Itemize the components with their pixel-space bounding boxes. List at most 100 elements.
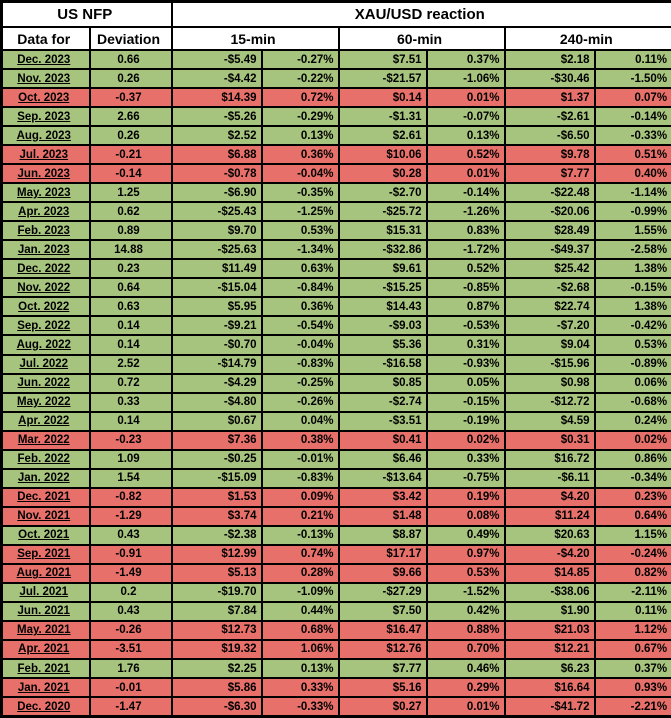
- month-link[interactable]: Oct. 2023: [0, 87, 91, 109]
- dollar-change-240min: -$12.72: [503, 391, 596, 413]
- percent-change-240min: -0.33%: [593, 125, 671, 147]
- percent-change-240min: -0.89%: [593, 353, 671, 375]
- percent-change-240min: 0.67%: [593, 638, 671, 661]
- month-link[interactable]: Jul. 2022: [0, 353, 91, 375]
- dollar-change-240min: -$41.72: [503, 696, 596, 718]
- dollar-change-60min: $17.17: [337, 543, 428, 565]
- dollar-change-240min: $12.21: [503, 638, 596, 661]
- deviation-value: 0.66: [88, 48, 173, 71]
- dollar-change-60min: $10.06: [337, 144, 428, 166]
- dollar-change-15min: -$0.70: [170, 334, 263, 356]
- dollar-change-15min: -$14.79: [170, 353, 263, 375]
- dollar-change-15min: -$15.09: [170, 467, 263, 489]
- month-link[interactable]: Feb. 2021: [0, 657, 91, 680]
- month-link[interactable]: Aug. 2023: [0, 125, 91, 147]
- percent-change-240min: 0.24%: [593, 410, 671, 432]
- table-row: Jul. 2022 2.52 -$14.79 -0.83% -$16.58 -0.93% -…: [0, 353, 671, 375]
- month-link[interactable]: Dec. 2021: [0, 486, 91, 508]
- dollar-change-15min: $14.39: [170, 87, 263, 109]
- table-row: Sep. 2022 0.14 -$9.21 -0.54% -$9.03 -0.53% -$7…: [0, 315, 671, 337]
- month-link[interactable]: Jan. 2023: [0, 239, 91, 261]
- percent-change-15min: -0.27%: [260, 48, 340, 71]
- month-link[interactable]: Feb. 2023: [0, 220, 91, 242]
- table-row: Oct. 2023 -0.37 $14.39 0.72% $0.14 0.01% $1.37…: [0, 87, 671, 109]
- dollar-change-240min: $4.20: [503, 486, 596, 508]
- dollar-change-240min: -$6.11: [503, 467, 596, 489]
- percent-change-15min: -0.04%: [260, 334, 340, 356]
- percent-change-60min: -1.26%: [425, 201, 506, 223]
- month-link[interactable]: Nov. 2023: [0, 68, 91, 90]
- table-row: Jun. 2023 -0.14 -$0.78 -0.04% $0.28 0.01% $7.7…: [0, 163, 671, 185]
- percent-change-60min: 0.70%: [425, 638, 506, 661]
- dollar-change-60min: -$13.64: [337, 467, 428, 489]
- percent-change-15min: -0.04%: [260, 163, 340, 185]
- month-link[interactable]: Aug. 2022: [0, 334, 91, 356]
- month-link[interactable]: May. 2022: [0, 391, 91, 413]
- table-row: May. 2023 1.25 -$6.90 -0.35% -$2.70 -0.14% -$2…: [0, 182, 671, 204]
- percent-change-15min: -0.22%: [260, 68, 340, 90]
- month-link[interactable]: Sep. 2023: [0, 106, 91, 128]
- month-link[interactable]: May. 2023: [0, 182, 91, 204]
- month-link[interactable]: Jun. 2023: [0, 163, 91, 185]
- percent-change-60min: 0.87%: [425, 296, 506, 318]
- month-link[interactable]: Apr. 2023: [0, 201, 91, 223]
- month-link[interactable]: Jun. 2022: [0, 372, 91, 394]
- month-link[interactable]: Jun. 2021: [0, 600, 91, 622]
- month-link[interactable]: Aug. 2021: [0, 562, 91, 584]
- data-for-header: Data for: [0, 26, 91, 51]
- percent-change-240min: -0.24%: [593, 543, 671, 565]
- percent-change-15min: 0.74%: [260, 543, 340, 565]
- percent-change-60min: 0.53%: [425, 562, 506, 584]
- table-row: Aug. 2023 0.26 $2.52 0.13% $2.61 0.13% -$6.50-…: [0, 125, 671, 147]
- dollar-change-15min: $5.95: [170, 296, 263, 318]
- dollar-change-240min: $9.04: [503, 334, 596, 356]
- percent-change-60min: -1.72%: [425, 239, 506, 261]
- dollar-change-60min: $12.76: [337, 638, 428, 661]
- month-link[interactable]: Dec. 2022: [0, 258, 91, 280]
- month-link[interactable]: Apr. 2021: [0, 638, 91, 661]
- month-link[interactable]: Sep. 2022: [0, 315, 91, 337]
- dollar-change-240min: -$15.96: [503, 353, 596, 375]
- percent-change-60min: 0.01%: [425, 696, 506, 718]
- table-row: Jun. 2021 0.43 $7.84 0.44% $7.50 0.42% $1.90 0.…: [0, 600, 671, 622]
- table-row: Apr. 2021 -3.51 $19.32 1.06% $12.76 0.70% $12.…: [0, 638, 671, 661]
- percent-change-240min: -2.11%: [593, 581, 671, 603]
- month-link[interactable]: Apr. 2022: [0, 410, 91, 432]
- dollar-change-60min: $15.31: [337, 220, 428, 242]
- month-link[interactable]: Nov. 2021: [0, 505, 91, 527]
- dollar-change-15min: -$15.04: [170, 277, 263, 299]
- percent-change-240min: 0.86%: [593, 448, 671, 470]
- month-link[interactable]: Sep. 2021: [0, 543, 91, 565]
- percent-change-240min: 0.82%: [593, 562, 671, 584]
- dollar-change-15min: -$5.26: [170, 106, 263, 128]
- month-link[interactable]: Dec. 2020: [0, 696, 91, 718]
- table-row: Apr. 2022 0.14 $0.67 0.04% -$3.51 -0.19% $4.59…: [0, 410, 671, 432]
- table-row: Apr. 2023 0.62 -$25.43 -1.25% -$25.72 -1.26% -…: [0, 201, 671, 223]
- table-row: Jan. 2023 14.88 -$25.63 -1.34% -$32.86 -1.72%…: [0, 239, 671, 261]
- dollar-change-240min: $21.03: [503, 619, 596, 641]
- month-link[interactable]: May. 2021: [0, 619, 91, 641]
- deviation-value: 0.26: [88, 125, 173, 147]
- month-link[interactable]: Jan. 2021: [0, 677, 91, 699]
- month-link[interactable]: Oct. 2021: [0, 524, 91, 546]
- month-link[interactable]: Jul. 2023: [0, 144, 91, 166]
- dollar-change-15min: -$4.29: [170, 372, 263, 394]
- table-row: Sep. 2021 -0.91 $12.99 0.74% $17.17 0.97% -$4.…: [0, 543, 671, 565]
- month-link[interactable]: Jan. 2022: [0, 467, 91, 489]
- percent-change-15min: 0.38%: [260, 429, 340, 451]
- dollar-change-15min: $11.49: [170, 258, 263, 280]
- percent-change-15min: 0.21%: [260, 505, 340, 527]
- percent-change-60min: 0.83%: [425, 220, 506, 242]
- deviation-value: 1.54: [88, 467, 173, 489]
- month-link[interactable]: Oct. 2022: [0, 296, 91, 318]
- month-link[interactable]: Jul. 2021: [0, 581, 91, 603]
- month-link[interactable]: Nov. 2022: [0, 277, 91, 299]
- percent-change-15min: 1.06%: [260, 638, 340, 661]
- percent-change-60min: 0.33%: [425, 448, 506, 470]
- month-link[interactable]: Dec. 2023: [0, 48, 91, 71]
- dollar-change-60min: $5.36: [337, 334, 428, 356]
- month-link[interactable]: Feb. 2022: [0, 448, 91, 470]
- dollar-change-240min: $6.23: [503, 657, 596, 680]
- table-row: Jul. 2023 -0.21 $6.88 0.36% $10.06 0.52% $9.78…: [0, 144, 671, 166]
- month-link[interactable]: Mar. 2022: [0, 429, 91, 451]
